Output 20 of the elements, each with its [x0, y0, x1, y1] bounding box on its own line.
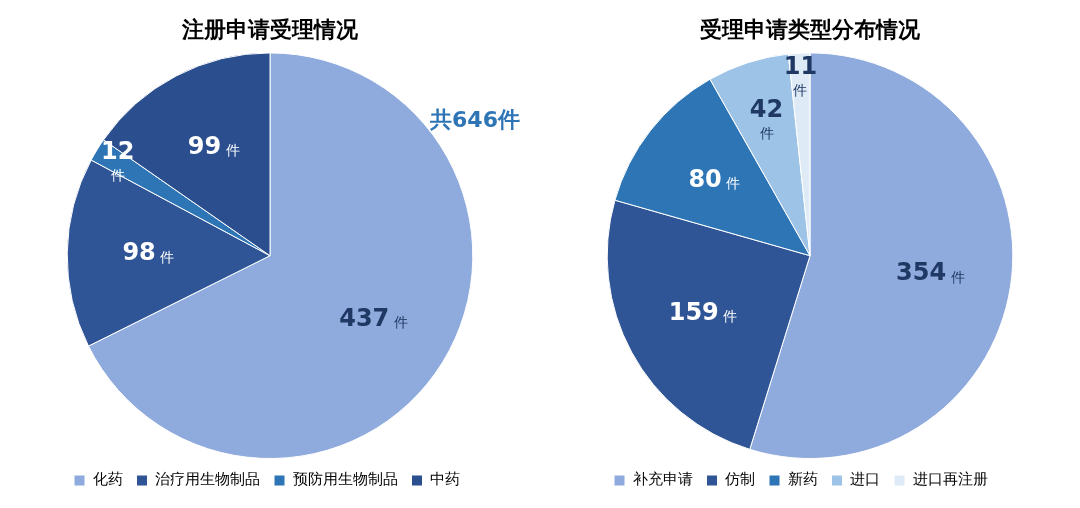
- legend-label: 新药: [787, 470, 818, 489]
- text: 共646件: [430, 106, 520, 134]
- data-label: 98 件: [122, 238, 175, 267]
- data-label: 11 件: [783, 51, 818, 99]
- legend-label: 预防用生物制品: [292, 470, 398, 489]
- chart-title: 注册申请受理情况: [181, 16, 359, 42]
- legend-label: 仿制: [724, 470, 755, 489]
- legend-label: 进口再注册: [912, 470, 988, 489]
- legend-label: 补充申请: [632, 470, 693, 489]
- data-label: 437 件: [339, 303, 408, 332]
- data-label: 80 件: [688, 164, 741, 193]
- legend-label: 中药: [430, 470, 460, 489]
- legend-label: 化药: [92, 470, 123, 489]
- chart-title: 受理申请类型分布情况: [700, 16, 921, 42]
- legend-label: 治疗用生物制品: [155, 470, 260, 489]
- data-label: 354 件: [896, 258, 965, 287]
- data-label: 159 件: [668, 297, 738, 326]
- data-label: 42 件: [749, 94, 784, 142]
- data-label: 99 件: [187, 132, 240, 161]
- legend-label: 进口: [850, 470, 880, 489]
